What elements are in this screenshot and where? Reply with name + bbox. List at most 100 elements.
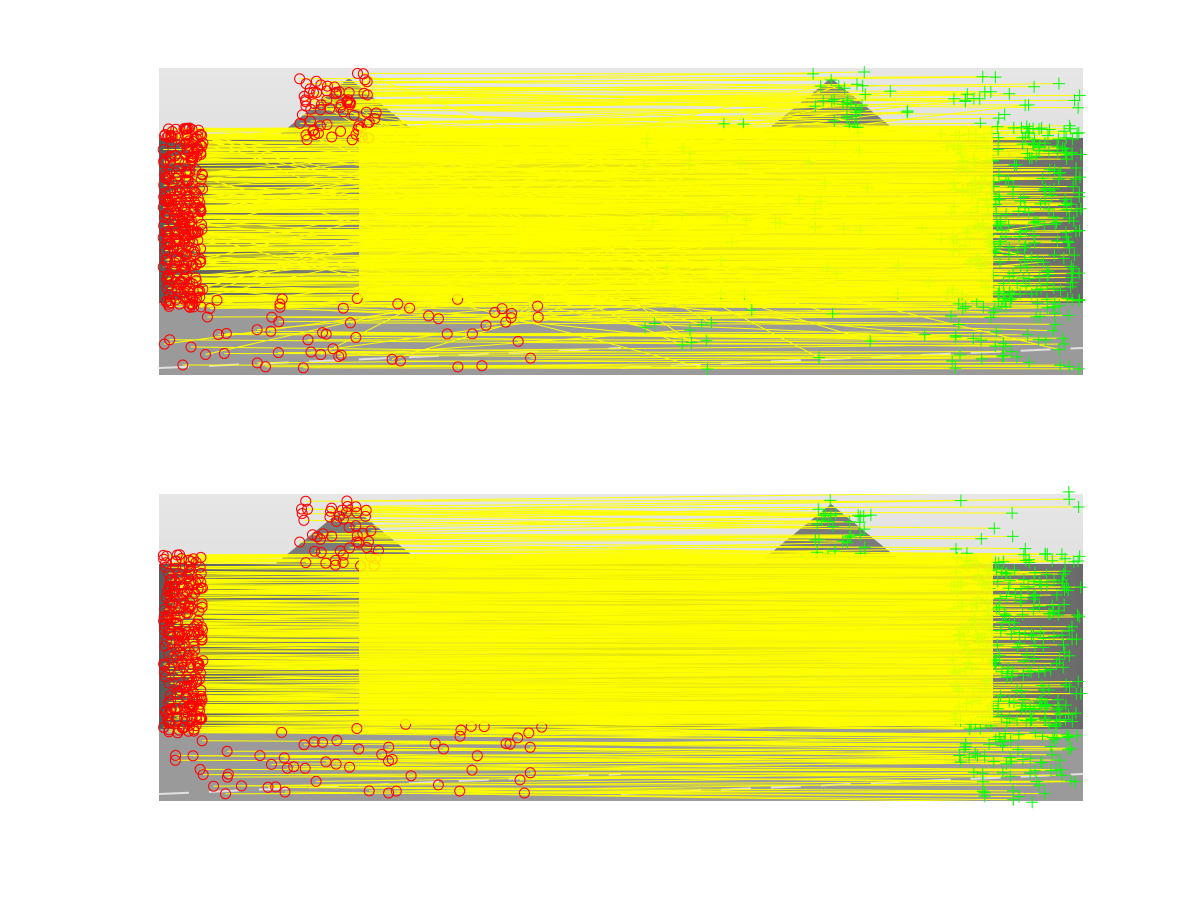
right-keypoint-marker — [1054, 359, 1067, 372]
right-keypoint-marker — [976, 70, 989, 83]
right-keypoint-marker — [1023, 356, 1036, 369]
left-keypoint-marker — [310, 775, 322, 787]
right-keypoint-marker — [1022, 581, 1035, 593]
right-keypoint-marker — [994, 624, 1007, 637]
left-keypoint-marker — [176, 640, 188, 651]
left-keypoint-marker — [441, 328, 453, 340]
left-keypoint-marker — [405, 770, 417, 782]
left-keypoint-marker — [171, 184, 183, 196]
left-keypoint-marker — [188, 146, 200, 158]
match-line — [356, 539, 820, 543]
match-line — [494, 311, 1055, 314]
right-keypoint-marker — [1012, 205, 1025, 218]
right-keypoint-marker — [1005, 345, 1018, 358]
right-keypoint-marker — [988, 522, 1001, 535]
left-keypoint-marker — [166, 192, 178, 203]
right-keypoint-marker — [947, 92, 960, 105]
right-keypoint-marker — [1014, 225, 1027, 238]
left-keypoint-marker — [192, 574, 204, 585]
match-line — [275, 786, 1014, 792]
right-keypoint-marker — [1057, 568, 1070, 581]
left-keypoint-marker — [341, 495, 353, 507]
left-keypoint-marker — [170, 555, 182, 567]
left-keypoint-marker — [466, 328, 478, 340]
left-keypoint-marker — [160, 705, 172, 717]
left-keypoint-marker — [404, 302, 416, 314]
right-keypoint-marker — [1021, 328, 1034, 341]
right-keypoint-marker — [1025, 628, 1038, 641]
right-keypoint-marker — [1058, 598, 1071, 611]
right-keypoint-marker — [1000, 757, 1013, 770]
right-keypoint-marker — [1030, 310, 1043, 323]
left-keypoint-marker — [170, 749, 182, 761]
match-line — [322, 741, 990, 745]
match-line — [518, 340, 996, 347]
left-keypoint-marker — [169, 150, 181, 162]
left-keypoint-marker — [294, 117, 306, 129]
left-keypoint-marker — [274, 301, 286, 313]
left-keypoint-marker — [265, 325, 277, 337]
left-keypoint-marker — [432, 779, 444, 791]
right-keypoint-marker — [1011, 277, 1024, 290]
left-keypoint-marker — [266, 311, 278, 323]
left-keypoint-marker — [165, 695, 176, 706]
left-keypoint-marker — [194, 253, 206, 265]
left-keypoint-marker — [438, 743, 449, 755]
right-keypoint-marker — [1046, 748, 1059, 761]
match-line — [168, 303, 995, 310]
right-keypoint-marker — [1022, 665, 1035, 678]
right-keypoint-marker — [1059, 699, 1072, 712]
left-keypoint-marker — [369, 113, 381, 125]
left-keypoint-marker — [163, 123, 175, 135]
left-keypoint-marker — [161, 273, 173, 285]
left-keypoint-marker — [197, 769, 209, 781]
left-keypoint-marker — [452, 361, 464, 373]
right-keypoint-marker — [1004, 751, 1017, 764]
left-keypoint-marker — [496, 303, 508, 315]
right-keypoint-marker — [1066, 633, 1079, 646]
left-keypoint-marker — [162, 253, 174, 265]
left-keypoint-marker — [171, 203, 183, 215]
left-keypoint-marker — [191, 226, 203, 238]
left-keypoint-marker — [160, 706, 172, 718]
right-keypoint-marker — [1069, 707, 1082, 720]
left-keypoint-marker — [344, 317, 356, 329]
right-keypoint-marker — [836, 535, 849, 548]
right-keypoint-marker — [1053, 343, 1066, 356]
right-keypoint-marker — [1030, 150, 1043, 163]
right-keypoint-marker — [1069, 173, 1082, 186]
right-keypoint-marker — [701, 363, 714, 376]
right-keypoint-marker — [1019, 201, 1031, 214]
left-keypoint-marker — [161, 295, 172, 307]
right-keypoint-marker — [844, 529, 857, 542]
right-keypoint-marker — [1072, 362, 1085, 375]
right-keypoint-marker — [859, 88, 872, 101]
right-keypoint-marker — [811, 518, 824, 531]
left-keypoint-marker — [176, 244, 188, 256]
right-keypoint-marker — [1070, 205, 1083, 218]
right-keypoint-marker — [1010, 350, 1023, 363]
match-line — [336, 520, 995, 529]
right-keypoint-marker — [1039, 137, 1051, 150]
right-keypoint-marker — [1052, 701, 1065, 714]
left-keypoint-marker — [220, 328, 232, 339]
right-keypoint-marker — [1043, 719, 1055, 732]
left-keypoint-marker — [325, 505, 336, 517]
right-keypoint-marker — [1006, 288, 1019, 301]
right-keypoint-marker — [1056, 769, 1069, 782]
right-keypoint-marker — [994, 735, 1007, 748]
left-keypoint-marker — [195, 147, 207, 158]
left-keypoint-marker — [158, 179, 170, 191]
match-line — [310, 88, 991, 93]
right-keypoint-marker — [1011, 684, 1023, 697]
right-keypoint-marker — [1012, 728, 1025, 741]
right-keypoint-marker — [963, 723, 976, 735]
left-keypoint-marker — [164, 717, 176, 729]
right-keypoint-marker — [1046, 599, 1059, 612]
right-keypoint-marker — [993, 285, 1006, 298]
right-keypoint-marker — [1036, 172, 1049, 185]
left-keypoint-marker — [454, 785, 466, 797]
right-keypoint-marker — [824, 509, 837, 522]
right-keypoint-marker — [984, 311, 997, 324]
right-keypoint-marker — [852, 509, 865, 522]
